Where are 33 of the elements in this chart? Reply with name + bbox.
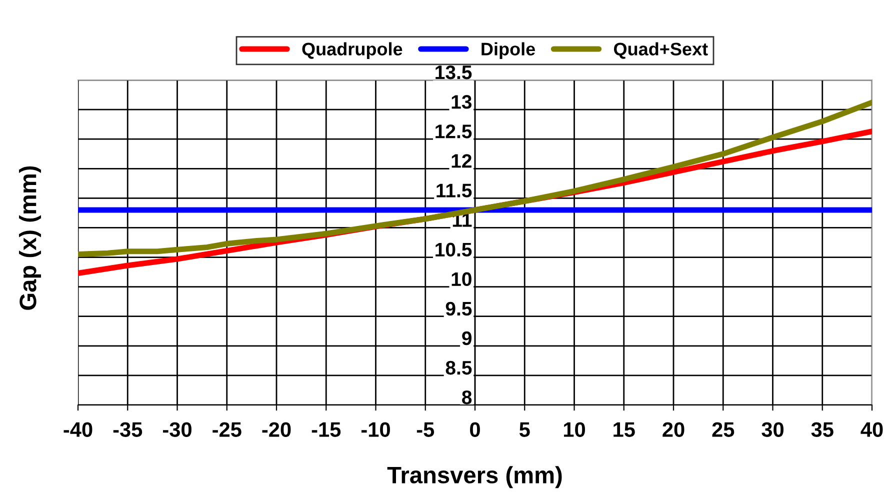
legend-label: Quad+Sext — [614, 42, 708, 59]
x-tick-label: -30 — [163, 422, 192, 437]
x-tick-label: -40 — [64, 422, 92, 437]
x-tick-label: 0 — [470, 422, 480, 437]
x-tick-label: 40 — [860, 422, 883, 437]
legend-label: Quadrupole — [302, 42, 402, 60]
x-tick-label: -25 — [212, 422, 242, 437]
x-tick-label: 10 — [564, 422, 585, 437]
x-tick-label: 5 — [519, 422, 530, 437]
y-tick-label: 10.5 — [436, 242, 472, 257]
y-tick-label: 9 — [462, 331, 472, 346]
x-tick-label: 30 — [762, 422, 784, 437]
y-axis-title: Gap (x) (mm) — [18, 166, 42, 310]
x-tick-label: -20 — [262, 422, 291, 437]
y-tick-label: 13 — [452, 95, 472, 109]
x-tick-label: -5 — [416, 422, 434, 437]
x-tick-label: 35 — [811, 422, 834, 437]
x-tick-label: 15 — [614, 422, 635, 437]
y-tick-label: 13.5 — [436, 65, 472, 80]
y-tick-label: 10 — [452, 272, 472, 286]
y-tick-label: 12.5 — [436, 124, 472, 138]
legend-label: Dipole — [482, 42, 536, 60]
y-tick-label: 12 — [452, 154, 472, 168]
x-tick-label: -35 — [113, 422, 142, 437]
x-tick-label: -15 — [312, 422, 341, 437]
y-tick-label: 8 — [462, 390, 472, 404]
y-tick-label: 8.5 — [446, 360, 472, 375]
x-tick-label: -10 — [362, 422, 390, 437]
x-tick-label: 20 — [662, 422, 684, 437]
y-tick-label: 11.5 — [436, 184, 472, 198]
x-axis-title: Transvers (mm) — [387, 466, 562, 488]
y-tick-label: 9.5 — [446, 302, 472, 316]
x-tick-label: 25 — [712, 422, 734, 437]
